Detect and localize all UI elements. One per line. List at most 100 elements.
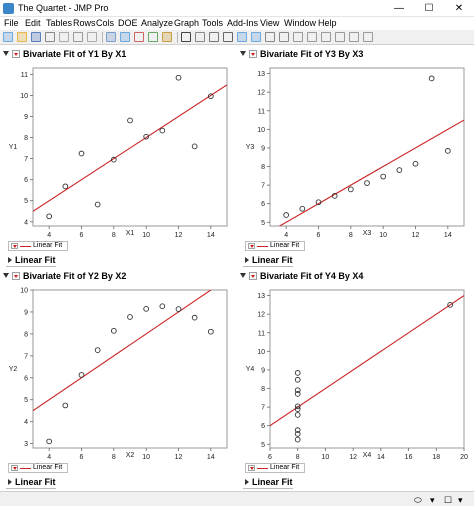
maximize-button[interactable]: ☐ [424, 3, 434, 14]
annotate-icon[interactable] [265, 32, 275, 42]
layout-icon[interactable] [120, 32, 130, 42]
y-tick-label: 11 [258, 108, 265, 115]
paste-icon[interactable] [87, 32, 97, 42]
panel-title: Bivariate Fit of Y1 By X1 [23, 49, 127, 59]
red-triangle-menu-icon[interactable] [11, 465, 18, 471]
new-table-icon[interactable] [3, 32, 13, 42]
minimize-button[interactable]: — [394, 3, 404, 14]
chevron-down-icon[interactable]: ▾ [430, 495, 435, 505]
linear-fit-legend[interactable]: Linear Fit [8, 241, 68, 251]
y-tick-label: 8 [24, 331, 28, 338]
home-icon[interactable]: ⬭ [414, 495, 422, 505]
bivariate-panel-y2-x2: Bivariate Fit of Y2 By X2 3 4 5 6 7 8 9 10 4 6 8 10 1… [0, 270, 237, 491]
y-axis-label: Y1 [9, 144, 18, 151]
linear-fit-section[interactable]: Linear Fit [6, 477, 235, 488]
y-tick-label: 5 [24, 198, 28, 205]
menu-view[interactable]: View [260, 18, 280, 28]
menu-analyze[interactable]: Analyze [141, 18, 174, 28]
menu-help[interactable]: Help [318, 18, 337, 28]
magnifier-icon[interactable] [223, 32, 233, 42]
red-triangle-menu-icon[interactable] [11, 243, 18, 249]
linear-fit-legend[interactable]: Linear Fit [245, 241, 305, 251]
rectangle-icon[interactable] [307, 32, 317, 42]
toolbar-separator [102, 32, 103, 43]
save-icon[interactable] [31, 32, 41, 42]
linear-fit-section[interactable]: Linear Fit [243, 255, 472, 266]
scatter-plot[interactable]: 5 6 7 8 9 10 11 12 13 4 6 8 10 12 14 X3 Y3 [237, 62, 474, 237]
polygon-icon[interactable] [293, 32, 303, 42]
print-icon[interactable] [45, 32, 55, 42]
grabber-icon[interactable] [209, 32, 219, 42]
x-tick-label: 12 [175, 232, 183, 237]
crosshair-icon[interactable] [195, 32, 205, 42]
linear-fit-legend[interactable]: Linear Fit [8, 463, 68, 473]
line-icon[interactable] [279, 32, 289, 42]
red-triangle-menu-icon[interactable] [249, 272, 257, 280]
freehand-icon[interactable] [335, 32, 345, 42]
disclosure-triangle-icon[interactable] [3, 273, 9, 278]
x-tick-label: 4 [284, 232, 288, 237]
data-point [299, 205, 306, 212]
data-grid-icon[interactable] [134, 32, 144, 42]
red-triangle-menu-icon[interactable] [248, 243, 255, 249]
data-point [294, 391, 301, 397]
chevron-down-icon-2[interactable]: ▾ [458, 495, 463, 505]
disclosure-triangle-icon[interactable] [240, 273, 246, 278]
menu-tools[interactable]: Tools [202, 18, 224, 28]
menu-edit[interactable]: Edit [25, 18, 41, 28]
oval-icon[interactable] [321, 32, 331, 42]
y-tick-label: 10 [257, 349, 265, 356]
y-tick-label: 8 [261, 386, 265, 393]
linear-fit-section[interactable]: Linear Fit [6, 255, 235, 266]
menu-file[interactable]: File [4, 18, 19, 28]
red-triangle-menu-icon[interactable] [12, 272, 20, 280]
close-button[interactable]: ✕ [454, 3, 464, 14]
disclosure-triangle-icon[interactable] [240, 51, 246, 56]
y-tick-label: 6 [261, 201, 265, 208]
menu-add-ins[interactable]: Add-Ins [227, 18, 259, 28]
red-triangle-menu-icon[interactable] [248, 465, 255, 471]
data-point [444, 148, 451, 154]
cut-icon[interactable] [59, 32, 69, 42]
y-tick-label: 11 [258, 330, 265, 337]
panel-header: Bivariate Fit of Y3 By X3 [237, 48, 474, 60]
lasso-icon[interactable] [237, 32, 247, 42]
script-icon[interactable] [148, 32, 158, 42]
open-icon[interactable] [17, 32, 27, 42]
x-tick-label: 6 [268, 454, 272, 459]
y-tick-label: 10 [257, 127, 265, 134]
collapse-triangle-icon[interactable] [245, 479, 249, 485]
disclosure-triangle-icon[interactable] [3, 51, 9, 56]
legend-label: Linear Fit [270, 242, 300, 249]
pin-icon[interactable] [349, 32, 359, 42]
red-triangle-menu-icon[interactable] [12, 50, 20, 58]
menu-cols[interactable]: Cols [96, 18, 115, 28]
pointer-icon[interactable] [363, 32, 373, 42]
window-list-icon[interactable]: ☐ [444, 495, 453, 505]
brush-icon[interactable] [251, 32, 261, 42]
copy-icon[interactable] [73, 32, 83, 42]
journal-icon[interactable] [106, 32, 116, 42]
x-tick-label: 8 [112, 454, 116, 459]
selection-arrow-icon[interactable] [181, 32, 191, 42]
chart-icon[interactable] [162, 32, 172, 42]
menu-window[interactable]: Window [284, 18, 317, 28]
scatter-plot[interactable]: 4 5 6 7 8 9 10 11 4 6 8 10 12 14 X1 Y1 [0, 62, 237, 237]
data-point [380, 173, 387, 180]
collapse-triangle-icon[interactable] [8, 257, 12, 263]
scatter-plot[interactable]: 3 4 5 6 7 8 9 10 4 6 8 10 12 14 X2 Y2 [0, 284, 237, 459]
linear-fit-section[interactable]: Linear Fit [243, 477, 472, 488]
menu-rows[interactable]: Rows [73, 18, 96, 28]
menu-tables[interactable]: Tables [46, 18, 73, 28]
menu-doe[interactable]: DOE [118, 18, 138, 28]
y-tick-label: 8 [24, 135, 28, 142]
red-triangle-menu-icon[interactable] [249, 50, 257, 58]
data-point [347, 186, 354, 193]
x-tick-label: 14 [444, 232, 452, 237]
menu-graph[interactable]: Graph [174, 18, 200, 28]
collapse-triangle-icon[interactable] [245, 257, 249, 263]
y-tick-label: 4 [24, 219, 28, 226]
collapse-triangle-icon[interactable] [8, 479, 12, 485]
linear-fit-legend[interactable]: Linear Fit [245, 463, 305, 473]
